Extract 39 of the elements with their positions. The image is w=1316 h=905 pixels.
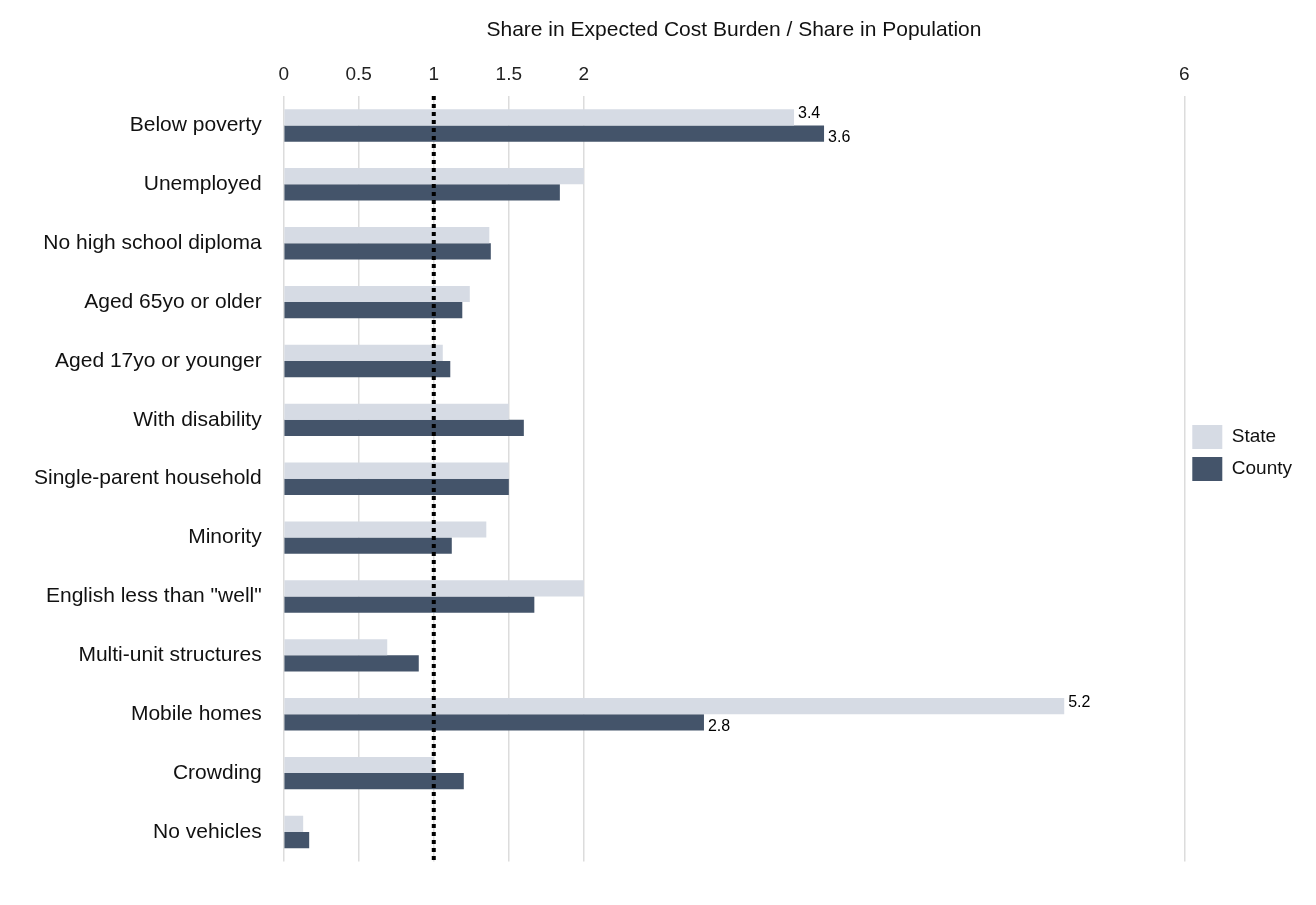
y-tick-label: No vehicles: [153, 818, 262, 842]
x-tick-label: 0: [278, 62, 289, 84]
y-tick-label: Single-parent household: [34, 465, 262, 489]
y-tick-label: Unemployed: [143, 171, 262, 195]
bar: [284, 184, 560, 201]
x-tick-label: 1.5: [495, 62, 523, 84]
bar: [284, 360, 451, 378]
bar: [284, 537, 452, 554]
y-tick-label: With disability: [133, 406, 263, 430]
y-tick-label: Crowding: [172, 759, 262, 783]
y-tick-label: Aged 17yo or younger: [55, 347, 262, 371]
x-axis-title: Share in Expected Cost Burden / Share in Population: [486, 17, 982, 41]
y-tick-label: Aged 65yo or older: [84, 288, 262, 312]
data-label: 2.8: [707, 716, 731, 734]
data-label: 5.2: [1068, 692, 1091, 710]
y-tick-label: English less than "well": [45, 583, 262, 607]
bar: [284, 831, 310, 849]
x-tick-label: 0.5: [345, 62, 372, 84]
bar: [284, 478, 509, 495]
data-label: 3.4: [798, 103, 821, 121]
y-tick-label: Minority: [188, 524, 263, 548]
y-tick-label: Multi-unit structures: [78, 642, 262, 666]
y-tick-label: Below poverty: [129, 112, 263, 136]
bar: [284, 302, 463, 319]
bar: [284, 125, 825, 142]
bar: [284, 714, 704, 731]
bar: [284, 655, 419, 672]
x-tick-label: 6: [1179, 62, 1190, 84]
y-tick-label: No high school diploma: [43, 229, 262, 253]
legend-label: State: [1231, 425, 1277, 447]
x-tick-label: 2: [578, 62, 590, 84]
x-tick-label: 1: [428, 62, 440, 84]
legend-label: County: [1231, 457, 1293, 479]
data-label: 3.6: [828, 127, 851, 145]
bar: [284, 243, 491, 260]
bar: [284, 773, 464, 790]
bar: [284, 419, 524, 437]
y-tick-label: Mobile homes: [130, 701, 262, 724]
bar: [284, 596, 535, 613]
